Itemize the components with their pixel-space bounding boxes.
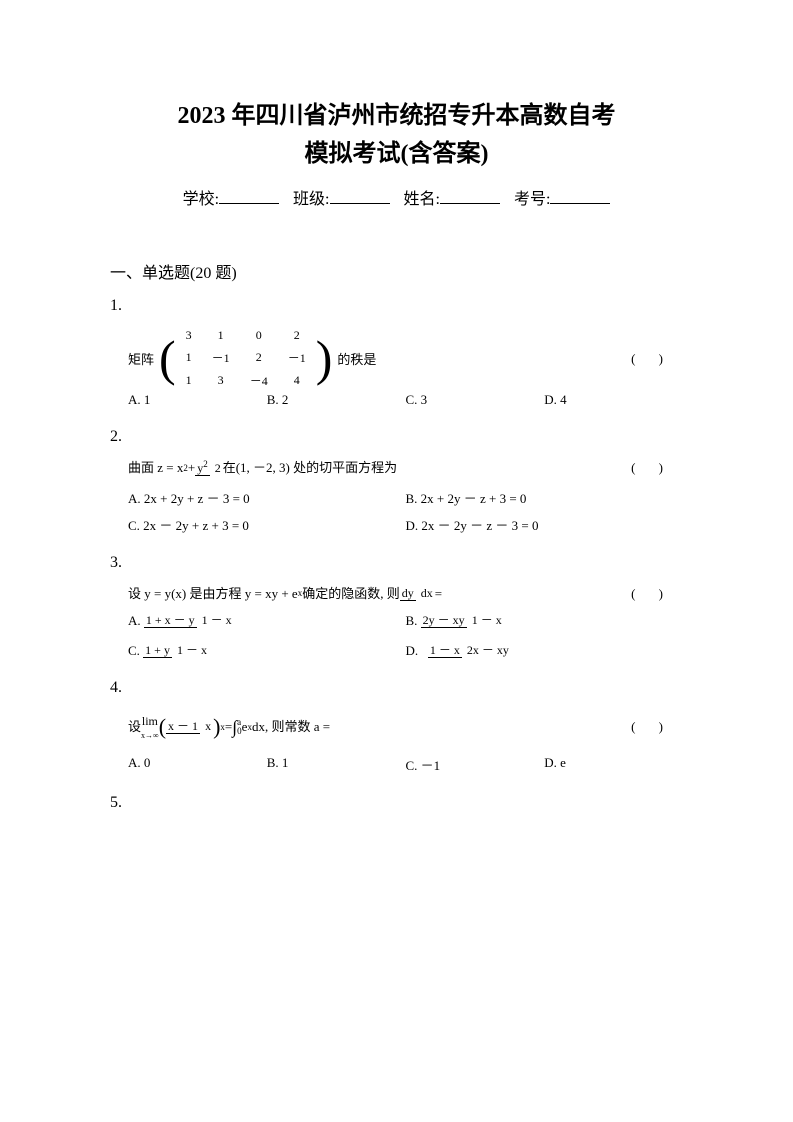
bracket-left-icon: ( bbox=[159, 336, 176, 381]
q3-a-den: 1 － x bbox=[200, 613, 234, 627]
q1-matrix: ( 3 1 0 2 1 －1 2 －1 1 3 －4 bbox=[159, 325, 332, 392]
m-cell: 0 bbox=[240, 325, 278, 346]
q1-content: 矩阵 ( 3 1 0 2 1 －1 2 －1 1 3 bbox=[128, 325, 683, 392]
info-line: 学校: 班级: 姓名: 考号: bbox=[110, 185, 683, 209]
name-blank bbox=[440, 203, 500, 204]
q4-prefix: 设 bbox=[128, 715, 141, 738]
q2-options-row2: C. 2x － 2y + z + 3 = 0 D. 2x － 2y － z － … bbox=[128, 515, 683, 534]
q3-mid: 确定的隐函数, 则 bbox=[302, 582, 400, 605]
q4-opt-d: D. e bbox=[544, 755, 683, 774]
title-line2: 模拟考试(含答案) bbox=[110, 138, 683, 172]
q2-opt-c: C. 2x － 2y + z + 3 = 0 bbox=[128, 515, 406, 534]
q4-number: 4. bbox=[110, 679, 683, 697]
q3-b-den: 1 － x bbox=[470, 613, 504, 627]
m-cell: 4 bbox=[278, 369, 316, 392]
q1-options: A. 1 B. 2 C. 3 D. 4 bbox=[128, 392, 683, 408]
q3-content: 设 y = y(x) 是由方程 y = xy + ex 确定的隐函数, 则 dy… bbox=[128, 582, 683, 605]
q1-number: 1. bbox=[110, 297, 683, 315]
m-cell: －1 bbox=[278, 346, 316, 369]
q2-options-row1: A. 2x + 2y + z － 3 = 0 B. 2x + 2y － z + … bbox=[128, 488, 683, 507]
q2-plus: + bbox=[188, 456, 195, 479]
q4-opt-c: C. －1 bbox=[406, 755, 545, 774]
q3-opt-d: D. 1 － x 2x － xy bbox=[406, 643, 684, 659]
m-cell: 1 bbox=[176, 346, 202, 369]
q4-int-dx: dx, 则常数 a = bbox=[252, 715, 330, 738]
q5-number: 5. bbox=[110, 794, 683, 812]
q4-frac-num: x － 1 bbox=[166, 719, 200, 734]
q4-frac: x － 1 x bbox=[166, 720, 213, 733]
name-label: 姓名: bbox=[404, 191, 440, 208]
q2-text-suffix: 在(1, －2, 3) 处的切平面方程为 bbox=[223, 456, 397, 479]
q2-blank: ( ) bbox=[631, 456, 673, 479]
q1-prefix: 矩阵 bbox=[128, 349, 154, 368]
m-cell: 1 bbox=[176, 369, 202, 392]
q3-number: 3. bbox=[110, 554, 683, 572]
q3-d-num: 1 － x bbox=[428, 643, 462, 658]
q1-blank: ( ) bbox=[631, 351, 673, 367]
q2-opt-b: B. 2x + 2y － z + 3 = 0 bbox=[406, 488, 684, 507]
q4-lim-text: lim bbox=[142, 714, 158, 728]
q3-options-row2: C. 1 + y 1 － x D. 1 － x 2x － xy bbox=[128, 643, 683, 659]
m-cell: 3 bbox=[202, 369, 240, 392]
q3-a-num: 1 + x － y bbox=[144, 613, 197, 628]
paren-left-icon: ( bbox=[159, 707, 166, 747]
q3-opt-c: C. 1 + y 1 － x bbox=[128, 643, 406, 659]
exam-no-blank bbox=[550, 203, 610, 204]
q2-opt-a: A. 2x + 2y + z － 3 = 0 bbox=[128, 488, 406, 507]
q1-opt-a: A. 1 bbox=[128, 392, 267, 408]
q3-frac-den: dx bbox=[419, 586, 435, 600]
q2-content: 曲面 z = x 2 + y2 2 在(1, －2, 3) 处的切平面方程为 ( … bbox=[128, 456, 683, 479]
school-label: 学校: bbox=[183, 191, 219, 208]
q1-opt-c: C. 3 bbox=[406, 392, 545, 408]
q3-opt-b: B. 2y － xy 1 － x bbox=[406, 613, 684, 629]
q4-opt-b: B. 1 bbox=[267, 755, 406, 774]
q4-blank: ( ) bbox=[631, 715, 673, 738]
q3-options-row1: A. 1 + x － y 1 － x B. 2y － xy 1 － x bbox=[128, 613, 683, 629]
q4-lim: lim x→∞ bbox=[141, 714, 159, 740]
m-cell: 2 bbox=[278, 325, 316, 346]
m-cell: －1 bbox=[202, 346, 240, 369]
q3-suffix: = bbox=[435, 582, 442, 605]
m-cell: 1 bbox=[202, 325, 240, 346]
q3-blank: ( ) bbox=[631, 582, 673, 605]
m-cell: 2 bbox=[240, 346, 278, 369]
q3-b-num: 2y － xy bbox=[421, 613, 467, 628]
q4-content: 设 lim x→∞ ( x － 1 x )x = ∫a0 exdx, 则常数 a… bbox=[128, 707, 683, 747]
q1-opt-d: D. 4 bbox=[544, 392, 683, 408]
q1-opt-b: B. 2 bbox=[267, 392, 406, 408]
q4-frac-den: x bbox=[203, 719, 213, 733]
q3-d-den: 2x － xy bbox=[465, 643, 511, 657]
q3-a-label: A. bbox=[128, 613, 141, 629]
q1-suffix: 的秩是 bbox=[337, 349, 376, 368]
q3-opt-a: A. 1 + x － y 1 － x bbox=[128, 613, 406, 629]
q3-frac: dy dx bbox=[400, 587, 435, 600]
q2-opt-d: D. 2x － 2y － z － 3 = 0 bbox=[406, 515, 684, 534]
q2-text-prefix: 曲面 z = x bbox=[128, 456, 183, 479]
q3-d-label: D. bbox=[406, 643, 419, 659]
q3-c-den: 1 － x bbox=[175, 643, 209, 657]
q4-options: A. 0 B. 1 C. －1 D. e bbox=[128, 755, 683, 774]
q4-opt-a: A. 0 bbox=[128, 755, 267, 774]
q2-frac: y2 2 bbox=[195, 460, 223, 475]
q2-frac-den: 2 bbox=[213, 461, 223, 475]
q3-b-label: B. bbox=[406, 613, 418, 629]
exam-no-label: 考号: bbox=[514, 191, 550, 208]
class-blank bbox=[330, 203, 390, 204]
q2-number: 2. bbox=[110, 428, 683, 446]
q3-frac-num: dy bbox=[400, 586, 416, 601]
q4-lim-sub: x→∞ bbox=[141, 731, 159, 740]
class-label: 班级: bbox=[293, 191, 329, 208]
m-cell: 3 bbox=[176, 325, 202, 346]
title-line1: 2023 年四川省泸州市统招专升本高数自考 bbox=[110, 100, 683, 134]
bracket-right-icon: ) bbox=[316, 336, 333, 381]
q3-prefix: 设 y = y(x) 是由方程 y = xy + e bbox=[128, 582, 298, 605]
paren-right-icon: ) bbox=[213, 707, 220, 747]
school-blank bbox=[219, 203, 279, 204]
q2-frac-num-sup: 2 bbox=[203, 459, 208, 469]
m-cell: －4 bbox=[240, 369, 278, 392]
q3-c-label: C. bbox=[128, 643, 140, 659]
section-title: 一、单选题(20 题) bbox=[110, 259, 683, 283]
q3-c-num: 1 + y bbox=[143, 643, 172, 658]
